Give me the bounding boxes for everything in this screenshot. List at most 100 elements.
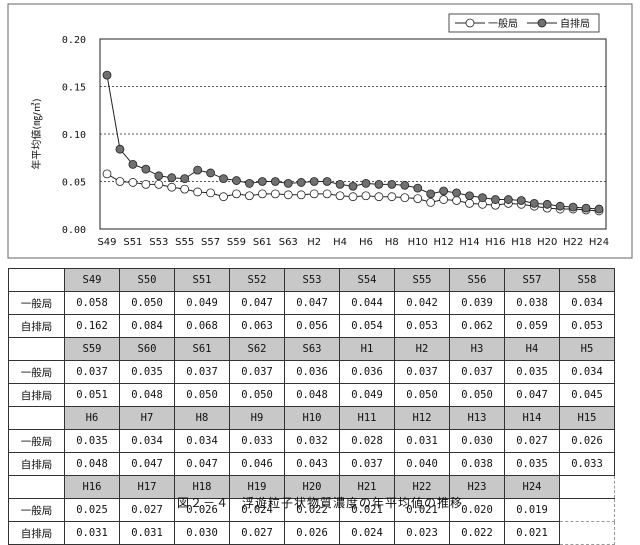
data-point-jihai	[374, 179, 384, 189]
year-header-cell: H6	[64, 406, 120, 430]
year-header-cell: H16	[64, 475, 120, 499]
year-header-cell: H15	[559, 406, 615, 430]
value-cell: 0.035	[64, 429, 120, 453]
value-cell: 0.050	[174, 383, 230, 407]
data-point-jihai	[245, 178, 254, 188]
chart-frame	[7, 3, 633, 259]
year-header-cell: H1	[339, 337, 395, 361]
data-point-ippan	[335, 191, 345, 201]
data-point-jihai	[491, 195, 500, 204]
data-point-jihai	[102, 70, 112, 80]
value-cell: 0.037	[449, 360, 505, 384]
value-cell: 0.035	[504, 452, 560, 476]
year-header-cell: H2	[394, 337, 450, 361]
value-cell: 0.035	[504, 360, 560, 384]
value-cell: 0.037	[64, 360, 120, 384]
value-cell: 0.037	[394, 360, 450, 384]
table-row: 一般局 0.037 0.035 0.037 0.037 0.036 0.036 0.037 0.…	[8, 360, 615, 384]
x-tick-label: S51	[123, 237, 142, 248]
value-cell: 0.033	[559, 452, 615, 476]
value-cell: 0.021	[504, 521, 560, 545]
data-point-jihai	[503, 195, 513, 204]
data-point-jihai	[348, 181, 358, 191]
value-cell: 0.038	[449, 452, 505, 476]
year-header-cell: H11	[339, 406, 395, 430]
value-cell: 0.049	[174, 291, 230, 315]
x-tick-label: S59	[227, 237, 246, 248]
data-point-jihai	[167, 173, 177, 183]
x-tick-label: H4	[333, 237, 347, 248]
value-cell: 0.051	[64, 383, 120, 407]
value-cell: 0.045	[559, 383, 615, 407]
value-cell: 0.048	[64, 452, 120, 476]
year-header-cell: H19	[229, 475, 285, 499]
value-cell: 0.034	[174, 429, 230, 453]
data-point-jihai	[594, 204, 604, 214]
year-header-cell: H20	[284, 475, 340, 499]
row-label-cell: 自排局	[8, 452, 65, 476]
data-point-ippan	[413, 194, 423, 204]
y-tick-label: 0.20	[62, 35, 86, 46]
value-cell: 0.027	[229, 521, 285, 545]
data-point-ippan	[115, 177, 125, 186]
data-point-jihai	[465, 191, 474, 201]
x-tick-label: H6	[359, 237, 373, 248]
data-point-ippan	[141, 179, 151, 189]
data-point-ippan	[180, 184, 190, 194]
year-header-cell: H3	[449, 337, 505, 361]
value-cell: 0.030	[174, 521, 230, 545]
data-point-ippan	[245, 191, 254, 201]
table-row: 自排局 0.048 0.047 0.047 0.046 0.043 0.037 0.040 0.…	[8, 452, 615, 476]
value-cell: 0.059	[504, 314, 560, 338]
data-point-ippan	[102, 169, 112, 179]
data-point-jihai	[516, 196, 526, 205]
year-header-cell: S60	[119, 337, 175, 361]
y-tick-label: 0.00	[62, 225, 86, 236]
value-cell: 0.036	[284, 360, 340, 384]
data-point-ippan	[167, 182, 177, 192]
y-tick-label: 0.15	[62, 83, 86, 94]
year-header-cell: S49	[64, 268, 120, 292]
value-cell: 0.030	[449, 429, 505, 453]
year-header-cell: S54	[339, 268, 395, 292]
x-tick-label: H18	[511, 237, 531, 248]
table-header-row: S49 S50 S51 S52 S53 S54 S55 S56 S57 S58	[8, 268, 615, 292]
table-header-row: H16 H17 H18 H19 H20 H21 H22 H23 H24	[8, 475, 615, 499]
year-header-cell: S52	[229, 268, 285, 292]
corner-cell	[8, 406, 65, 430]
value-cell: 0.050	[449, 383, 505, 407]
table-row: 自排局 0.051 0.048 0.050 0.050 0.048 0.049 0.050 0.…	[8, 383, 615, 407]
value-cell: 0.049	[339, 383, 395, 407]
value-cell: 0.033	[229, 429, 285, 453]
x-tick-label: S57	[201, 237, 220, 248]
table-row: 自排局 0.162 0.084 0.068 0.063 0.056 0.054 0.053 0.…	[8, 314, 615, 338]
value-cell: 0.047	[119, 452, 175, 476]
value-cell: 0.047	[174, 452, 230, 476]
x-tick-label: S49	[97, 237, 116, 248]
x-tick-label: H22	[563, 237, 583, 248]
row-label-cell: 一般局	[8, 360, 65, 384]
data-point-jihai	[296, 178, 306, 187]
year-header-cell: H14	[504, 406, 560, 430]
year-header-cell: S57	[504, 268, 560, 292]
data-point-jihai	[232, 176, 241, 185]
line-chart: 0.00 0.05 0.10 0.15 0.20 年平均値(㎎/㎥) S49 S51 S53 S5…	[7, 3, 633, 259]
data-point-jihai	[568, 202, 578, 212]
value-cell: 0.034	[119, 429, 175, 453]
value-cell: 0.043	[284, 452, 340, 476]
data-point-jihai	[542, 199, 552, 209]
data-point-jihai	[115, 144, 125, 154]
value-cell: 0.050	[394, 383, 450, 407]
value-cell: 0.058	[64, 291, 120, 315]
year-header-cell: H7	[119, 406, 175, 430]
row-label-cell: 自排局	[8, 314, 65, 338]
value-cell: 0.039	[449, 291, 505, 315]
data-point-ippan	[439, 195, 449, 204]
data-point-ippan	[400, 193, 410, 203]
value-cell: 0.053	[394, 314, 450, 338]
data-point-jihai	[128, 159, 138, 169]
corner-cell	[8, 475, 65, 499]
data-point-ippan	[426, 197, 436, 207]
x-tick-label: H16	[485, 237, 505, 248]
year-header-cell: S50	[119, 268, 175, 292]
